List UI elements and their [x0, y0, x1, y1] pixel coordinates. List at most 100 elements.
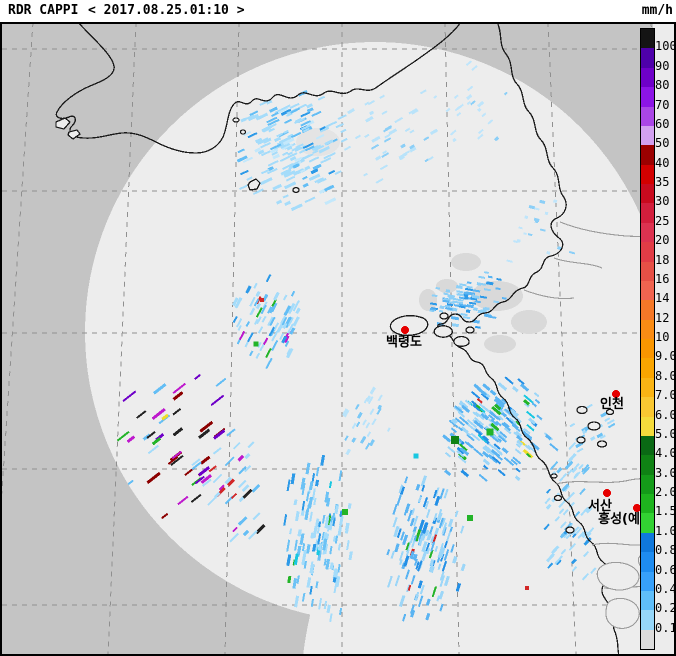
echo-streak [571, 566, 578, 572]
echo-streak [425, 612, 431, 621]
echo-streak [485, 447, 495, 456]
echo-streak [430, 302, 438, 306]
echo-streak [272, 153, 281, 160]
echo-streak [539, 228, 546, 232]
echo-streak [422, 523, 427, 533]
echo-streak [339, 510, 343, 517]
echo-streak [488, 443, 494, 449]
echo-streak [421, 549, 428, 562]
echo-streak [425, 598, 431, 606]
echo-streak [241, 484, 250, 493]
echo-streak [267, 159, 279, 167]
echo-streak [456, 111, 462, 117]
echo-streak [412, 553, 417, 560]
echo-streak [495, 287, 501, 291]
echo-streak [191, 461, 202, 471]
echo-streak [282, 137, 295, 146]
echo-streak [369, 439, 375, 447]
echo-streak [287, 133, 294, 139]
echo-streak [528, 204, 536, 210]
echo-streak [250, 308, 256, 315]
echo-streak [269, 106, 278, 113]
echo-streak [511, 385, 519, 393]
echo-streak [582, 466, 591, 475]
echo-streak [503, 427, 512, 435]
echo-streak [514, 475, 521, 482]
echo-streak [496, 450, 503, 456]
echo-streak [249, 350, 254, 357]
echo-streak [269, 316, 276, 327]
echo-streak [191, 458, 201, 467]
echo-streak [405, 542, 410, 551]
echo-streak [516, 238, 521, 243]
echo-streak [450, 316, 460, 321]
echo-streak [308, 156, 320, 163]
echo-streak [367, 99, 375, 106]
echo-streak [229, 532, 239, 543]
echo-streak [398, 484, 404, 494]
echo-streak [323, 600, 328, 610]
echo-streak [172, 408, 182, 416]
echo-streak [409, 604, 415, 615]
echo-streak [544, 497, 551, 505]
echo-streak [439, 309, 444, 313]
echo-streak [199, 455, 211, 465]
echo-streak [319, 126, 330, 133]
echo-streak [318, 598, 323, 610]
echo-streak [305, 491, 310, 502]
echo-streak [231, 297, 239, 307]
echo-streak [568, 250, 576, 255]
echo-streak [421, 541, 428, 553]
echo-streak [282, 163, 292, 170]
echo-streak [312, 149, 319, 155]
echo-streak [473, 419, 485, 430]
echo-streak [456, 290, 464, 294]
echo-streak [449, 297, 457, 301]
echo-streak [460, 469, 470, 478]
echo-streak [463, 316, 471, 320]
echo-streak [285, 175, 296, 182]
echo-streak [477, 133, 484, 140]
echo-streak [497, 469, 506, 477]
coastline-layer [55, 24, 620, 654]
echo-streak [567, 468, 573, 475]
echo-streak [259, 100, 268, 107]
echo-streak [545, 488, 551, 494]
echo-streak [403, 507, 409, 516]
echo-streak [366, 431, 372, 437]
echo-streak [286, 479, 291, 492]
echo-streak [466, 85, 474, 92]
echo-streak [426, 547, 431, 555]
echo-streak [325, 558, 331, 570]
echo-streak [365, 395, 372, 403]
echo-streak [561, 483, 570, 492]
echo-streak [476, 282, 482, 286]
echo-streak [326, 604, 331, 614]
echo-streak [404, 127, 411, 133]
echo-streak [577, 531, 585, 540]
echo-streak [429, 308, 435, 313]
echo-streak [429, 565, 435, 574]
echo-streak [445, 307, 453, 311]
echo-streak [327, 515, 332, 526]
echo-streak [302, 182, 309, 188]
echo-streak [306, 107, 314, 113]
echo-streak [425, 542, 431, 552]
echo-streak [365, 422, 371, 429]
echo-streak [572, 463, 580, 471]
echo-cell [451, 436, 459, 444]
echo-streak [441, 560, 448, 572]
no-data-patches [296, 128, 547, 353]
echo-streak [339, 607, 343, 615]
echo-streak [255, 302, 262, 310]
echo-streak [237, 148, 245, 154]
echo-streak [338, 470, 343, 482]
echo-streak [266, 116, 278, 124]
echo-streak [466, 419, 477, 429]
echo-streak [371, 418, 377, 426]
echo-streak [534, 207, 540, 211]
echo-streak [172, 427, 184, 437]
echo-streak [580, 506, 589, 516]
echo-streak [489, 389, 497, 396]
echo-streak [409, 129, 415, 134]
